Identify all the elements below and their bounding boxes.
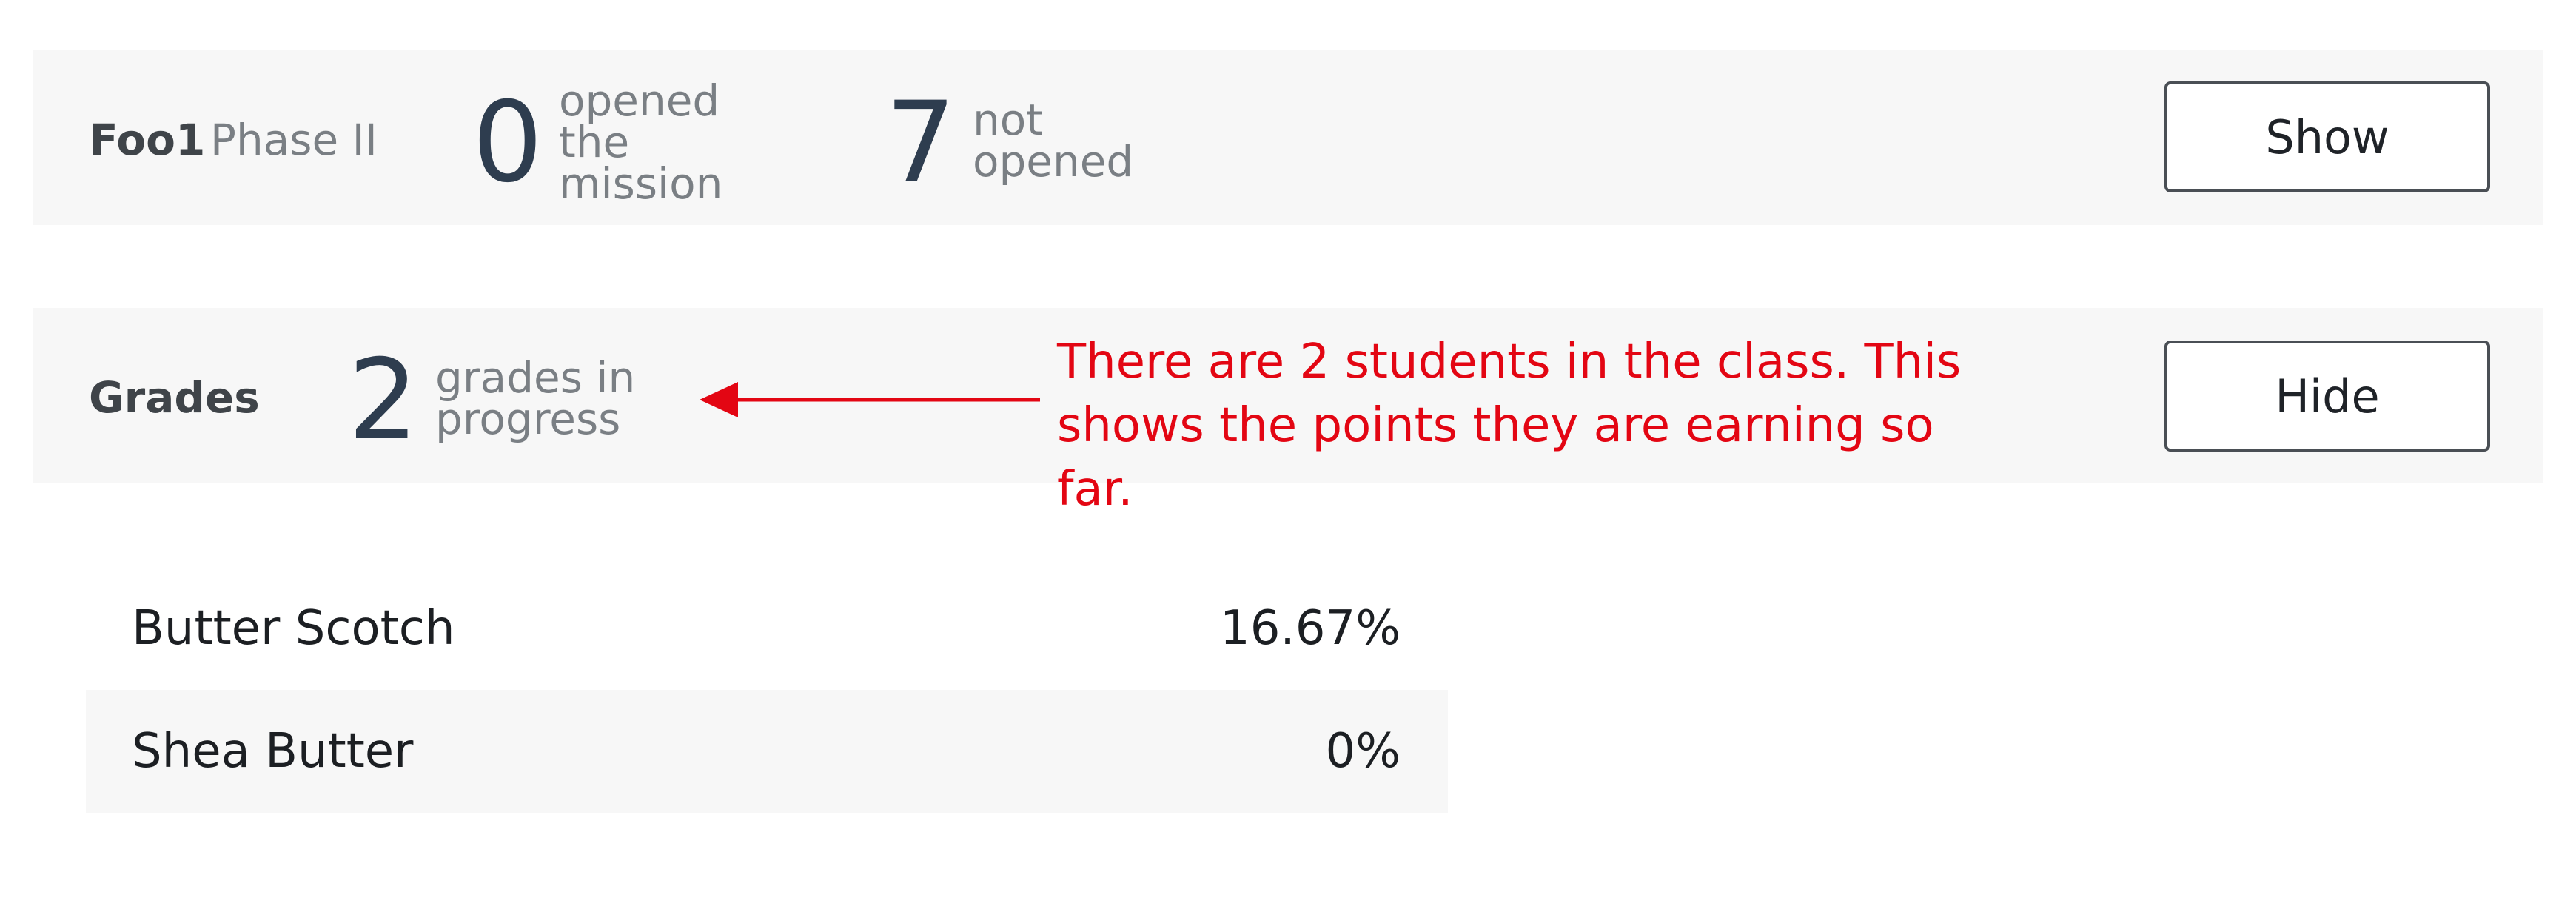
student-grade-row: Butter Scotch 16.67% bbox=[86, 567, 1448, 690]
grades-in-progress-label-line: grades in bbox=[435, 352, 636, 403]
grades-in-progress-count: 2 bbox=[348, 336, 419, 465]
not-opened-label: not opened bbox=[973, 95, 1134, 187]
show-button[interactable]: Show bbox=[2164, 81, 2490, 192]
not-opened-count: 7 bbox=[885, 78, 956, 207]
student-percent: 0% bbox=[1325, 724, 1401, 779]
student-grade-row: Shea Butter 0% bbox=[86, 690, 1448, 813]
student-percent: 16.67% bbox=[1219, 601, 1401, 656]
opened-label: opened the mission bbox=[559, 76, 723, 209]
mission-summary-bar bbox=[33, 50, 2543, 225]
annotation-arrow-icon bbox=[700, 382, 1040, 417]
annotation-line: shows the points they are earning so far… bbox=[1057, 398, 1934, 517]
annotation-line: There are 2 students in the class. This bbox=[1057, 335, 1962, 389]
grades-summary-bar bbox=[33, 308, 2543, 483]
student-name: Shea Butter bbox=[132, 724, 414, 779]
grades-title: Grades bbox=[89, 372, 260, 423]
opened-label-line: opened bbox=[559, 76, 720, 126]
hide-button[interactable]: Hide bbox=[2164, 341, 2490, 452]
opened-count: 0 bbox=[472, 78, 543, 207]
mission-name: Foo1 bbox=[89, 115, 206, 165]
grades-in-progress-label-line: progress bbox=[435, 394, 621, 444]
mission-phase: Phase II bbox=[210, 115, 378, 165]
annotation-text: There are 2 students in the class. This … bbox=[1057, 330, 2019, 521]
opened-label-line: the bbox=[559, 117, 630, 167]
student-name: Butter Scotch bbox=[132, 601, 455, 656]
not-opened-label-line: not bbox=[973, 95, 1043, 145]
grades-in-progress-label: grades in progress bbox=[435, 352, 636, 444]
not-opened-label-line: opened bbox=[973, 136, 1134, 187]
opened-label-line: mission bbox=[559, 158, 723, 209]
